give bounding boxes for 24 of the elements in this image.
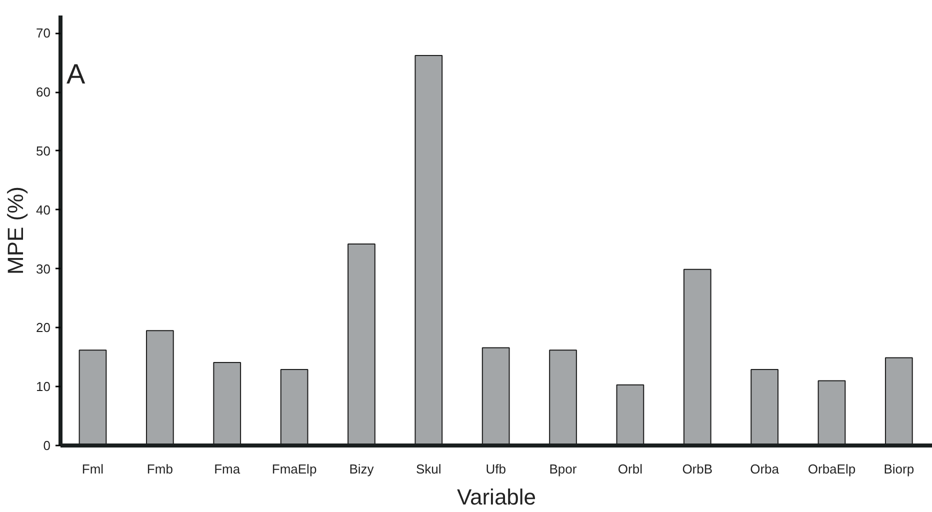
y-tick-label: 10 — [36, 379, 51, 394]
text: A — [66, 58, 86, 90]
y-tick-label: 20 — [36, 320, 51, 336]
x-tick-label: Orbl — [618, 462, 643, 476]
x-tick-label: Ufb — [486, 462, 506, 476]
y-tick-label: 70 — [36, 26, 51, 41]
x-tick-label: Orba — [750, 462, 780, 476]
y-tick-label: 60 — [36, 84, 51, 100]
x-tick-label: Bpor — [549, 462, 578, 476]
x-tick-label: Bizy — [349, 462, 374, 476]
x-tick-label: OrbB — [682, 462, 713, 476]
x-tick-label: Fml — [82, 462, 104, 476]
x-tick-label: FmaElp — [272, 462, 317, 476]
y-tick-label: 40 — [36, 202, 51, 218]
y-axis-title: MPE (%) — [3, 186, 28, 274]
x-axis-title: Variable — [456, 484, 536, 510]
x-tick-label: OrbaElp — [808, 462, 856, 476]
x-tick-label: Biorp — [884, 462, 914, 476]
y-tick-label: 30 — [36, 261, 51, 276]
x-tick-label: Skul — [416, 462, 442, 476]
x-tick-label: Fmb — [146, 462, 173, 476]
y-tick-label: 0 — [43, 438, 51, 453]
x-tick-label: Fma — [214, 462, 241, 476]
y-tick-label: 50 — [36, 143, 51, 158]
